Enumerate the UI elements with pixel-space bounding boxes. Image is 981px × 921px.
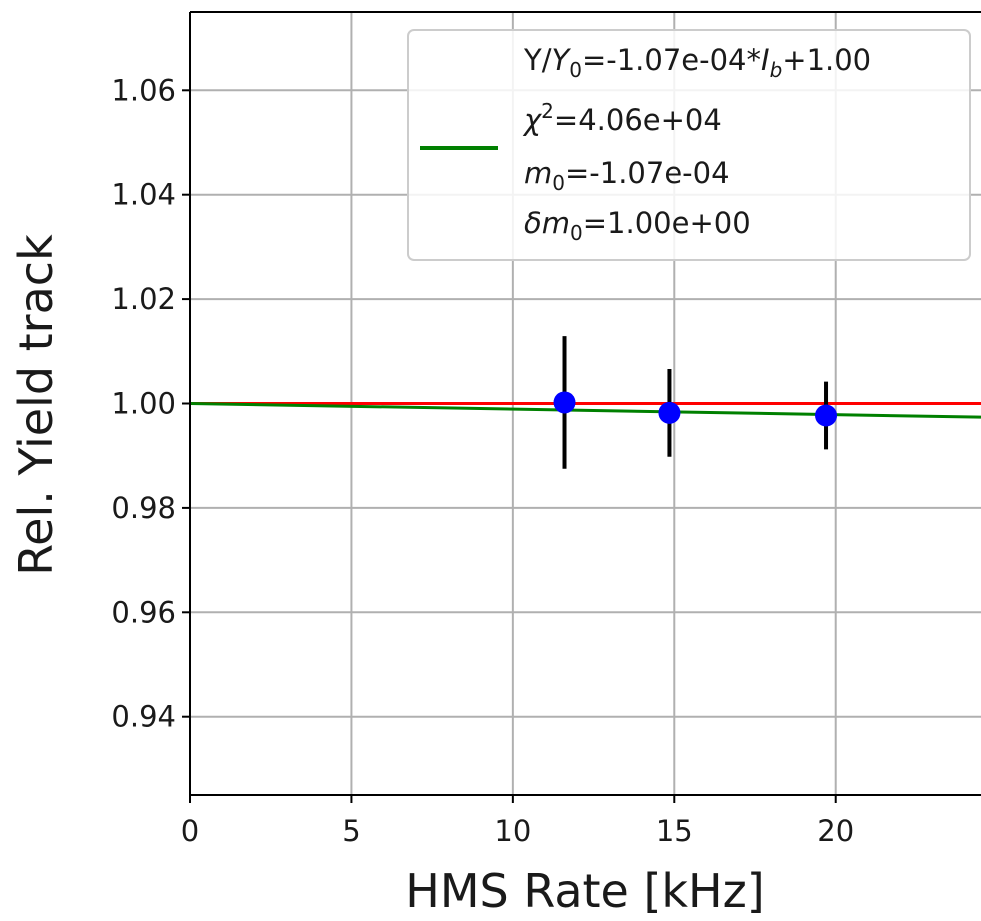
y-tick-label: 0.98 — [111, 491, 176, 525]
y-tick-label: 1.04 — [111, 178, 176, 212]
y-tick-label: 0.94 — [111, 700, 176, 734]
y-axis-title: Rel. Yield track — [9, 234, 63, 576]
series-lines — [189, 402, 981, 419]
x-axis-title: HMS Rate [kHz] — [405, 864, 764, 918]
legend-delta-m0: δm0=1.00e+00 — [524, 206, 751, 245]
x-tick-label: 10 — [494, 814, 531, 848]
data-point — [658, 401, 681, 424]
y-tick-label: 0.96 — [111, 595, 176, 629]
y-tick-label: 1.02 — [111, 282, 176, 316]
x-tick-label: 0 — [181, 814, 199, 848]
x-tick-label: 20 — [817, 814, 854, 848]
legend-m0: m0=-1.07e-04 — [524, 156, 730, 195]
data-point — [553, 391, 576, 414]
y-tick-label: 1.06 — [111, 73, 176, 107]
tick-labels: 0 5 10 15 20 0.94 0.96 0.98 1.00 1.02 1.04 1.06 — [111, 73, 854, 848]
data-point — [815, 404, 838, 427]
legend-chi-squared: χ2=4.06e+04 — [522, 99, 722, 137]
axes — [182, 11, 981, 803]
legend-box — [407, 29, 971, 261]
x-tick-label: 5 — [342, 814, 360, 848]
fit-line — [189, 402, 981, 419]
x-tick-label: 15 — [656, 814, 693, 848]
legend: Y/Y0=-1.07e-04*Ib+1.00 χ2=4.06e+04 m0=-1… — [407, 29, 971, 261]
legend-fit-equation: Y/Y0=-1.07e-04*Ib+1.00 — [523, 43, 871, 82]
data-points — [553, 336, 838, 469]
y-tick-label: 1.00 — [111, 387, 176, 421]
